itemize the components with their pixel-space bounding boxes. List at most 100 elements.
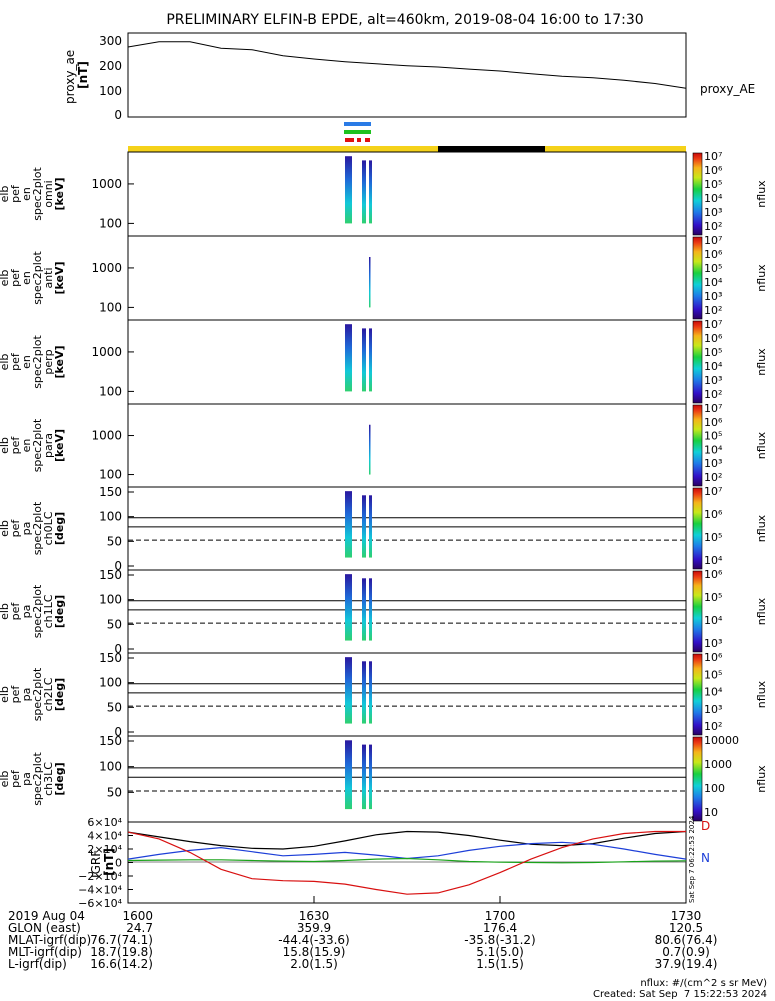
footer-value: 18.7(19.8) <box>90 945 153 959</box>
colorbar <box>692 736 703 822</box>
spectrogram-stripe <box>362 495 366 558</box>
ytick-label: 1000 <box>91 345 122 359</box>
ytick-label: 100 <box>99 510 122 524</box>
ytick-label: 150 <box>99 568 122 582</box>
ylabel-line: pef <box>9 602 22 621</box>
ylabel-line: [deg] <box>53 678 66 711</box>
night-bar <box>438 146 545 152</box>
colorbar-tick: 1000 <box>704 758 732 771</box>
panel-pef-en-spec-anti: elbpefenspec2plotanti[keV] 100010010⁷10⁶1… <box>0 234 768 321</box>
ylabel-line: perp <box>42 349 55 374</box>
spectrogram-stripe <box>369 257 371 308</box>
colorbar-tick: 10 <box>704 806 718 819</box>
ytick-label: 100 <box>99 760 122 774</box>
colorbar-tick: 10⁴ <box>704 192 723 205</box>
ylabel-line: spec2plot <box>31 501 44 555</box>
ytick-label: 50 <box>107 700 122 714</box>
proxy-ae-series-line <box>127 41 687 89</box>
ylabel-line: elb <box>0 186 11 203</box>
ylabel-line: anti <box>42 267 55 288</box>
colorbar <box>692 570 703 653</box>
colorbar-tick: 10⁴ <box>704 443 723 456</box>
units-note: nflux: #/(cm^2 s sr MeV) <box>640 978 767 989</box>
colorbar-tick: 10⁷ <box>704 150 722 163</box>
spectrogram-stripe <box>362 661 366 724</box>
ylabel-line: en <box>20 271 33 285</box>
footer-value: 1600 <box>122 909 153 923</box>
panel-pef-pa-ch1lc: elbpefpaspec2plotch1LC[deg] 150 100 50 0 10⁶ 1… <box>0 568 768 656</box>
ylabel-line: [keV] <box>53 261 66 294</box>
footer-label-3: MLT-igrf(dip) <box>8 945 82 959</box>
footer-value: 359.9 <box>296 921 332 935</box>
panel-frame <box>127 151 687 237</box>
footer-value: 80.6(76.4) <box>654 933 718 947</box>
igrf-ytick-label: −4×10⁴ <box>78 884 122 897</box>
ylabel-line: omni <box>42 180 55 207</box>
spectrogram-stripe <box>345 574 352 641</box>
colorbar-label: nflux <box>755 264 768 292</box>
sci-bar-red-2 <box>357 138 361 142</box>
proxy-ae-ylabel: proxy_ae [nT] <box>63 46 90 104</box>
igrf-right-label-n: N <box>701 851 710 865</box>
igrf-right-label-d: D <box>701 819 710 833</box>
ytick-label: 1000 <box>91 261 122 275</box>
footer-label-0: 2019 Aug 04 <box>8 909 85 923</box>
colorbar-tick: 10³ <box>704 290 722 303</box>
footer-value: 1700 <box>484 909 516 923</box>
colorbar-tick: 10² <box>704 220 722 233</box>
panel-pef-en-spec-para: elbpefenspec2plotpara[keV] 100010010⁷10⁶1… <box>0 402 768 488</box>
sci-bar-green <box>344 130 371 134</box>
panel-pef-en-spec-omni: elbpefenspec2plotomni[keV] 100010010⁷10⁶1… <box>0 150 768 237</box>
sci-bar-blue <box>344 122 371 126</box>
colorbar-tick: 10² <box>704 304 722 317</box>
colorbar-tick: 10⁵ <box>704 531 722 544</box>
ylabel-line: spec2plot <box>31 418 44 472</box>
footer-label-1: GLON (east) <box>8 921 81 935</box>
ylabel-line: spec2plot <box>31 584 44 638</box>
footer-value: 37.9(19.4) <box>654 957 718 971</box>
proxy-ae-ytick-100: 100 <box>99 84 122 98</box>
ylabel-line: pef <box>9 352 22 371</box>
ytick-label: 1000 <box>91 429 122 443</box>
colorbar-tick: 10⁴ <box>704 276 723 289</box>
footer-value: 1630 <box>298 909 330 923</box>
spectrogram-stripe <box>345 324 352 392</box>
igrf-series <box>127 830 687 895</box>
ylabel-line: [keV] <box>53 177 66 210</box>
ylabel-line: [keV] <box>53 345 66 378</box>
day-bar-right <box>545 146 686 152</box>
ytick-label: 50 <box>107 785 122 799</box>
igrf-line-igrf_black <box>127 830 687 850</box>
ylabel-line: elb <box>0 771 11 788</box>
panel-ylabel: elbpefpaspec2plotch2LC[deg] <box>0 667 66 721</box>
ylabel-line: ch2LC <box>42 677 55 711</box>
footer-label-2: MLAT-igrf(dip) <box>8 933 92 947</box>
ylabel-line: pa <box>20 522 33 536</box>
spectrogram-stripe <box>362 328 366 392</box>
ylabel-line: elb <box>0 520 11 537</box>
footer-value: 5.1(5.0) <box>476 945 524 959</box>
panel-frame <box>127 403 687 488</box>
spectrogram-stripe <box>369 328 372 392</box>
panel-frame <box>127 486 687 571</box>
colorbar-tick: 10⁶ <box>704 568 723 581</box>
x-axis-ticks <box>127 896 687 903</box>
spectrogram-stripe <box>345 491 352 558</box>
spectrogram-stripe <box>362 160 366 224</box>
panel-ylabel: elbpefenspec2plotperp[keV] <box>0 335 66 389</box>
panel-ylabel: elbpefenspec2plotanti[keV] <box>0 251 66 305</box>
ylabel-line: spec2plot <box>31 251 44 305</box>
proxy-ae-panel: proxy_ae [nT] 300 200 100 0 proxy_AE <box>63 32 755 122</box>
ylabel-line: pef <box>9 769 22 788</box>
igrf-ytick-label: 0 <box>115 857 122 870</box>
ylabel-line: elb <box>0 437 11 454</box>
colorbar-tick: 10⁶ <box>704 164 723 177</box>
ytick-label: 100 <box>99 676 122 690</box>
footer-value: 76.7(74.1) <box>90 933 153 947</box>
ylabel-line: en <box>20 355 33 369</box>
panel-pef-pa-ch2lc: elbpefpaspec2plotch2LC[deg] 150 100 50 0 10⁶ 1… <box>0 651 768 739</box>
ylabel-line: en <box>20 439 33 453</box>
ylabel-line: [keV] <box>53 429 66 462</box>
proxy-ae-right-label: proxy_AE <box>700 82 755 96</box>
ylabel-line: [deg] <box>53 762 66 795</box>
